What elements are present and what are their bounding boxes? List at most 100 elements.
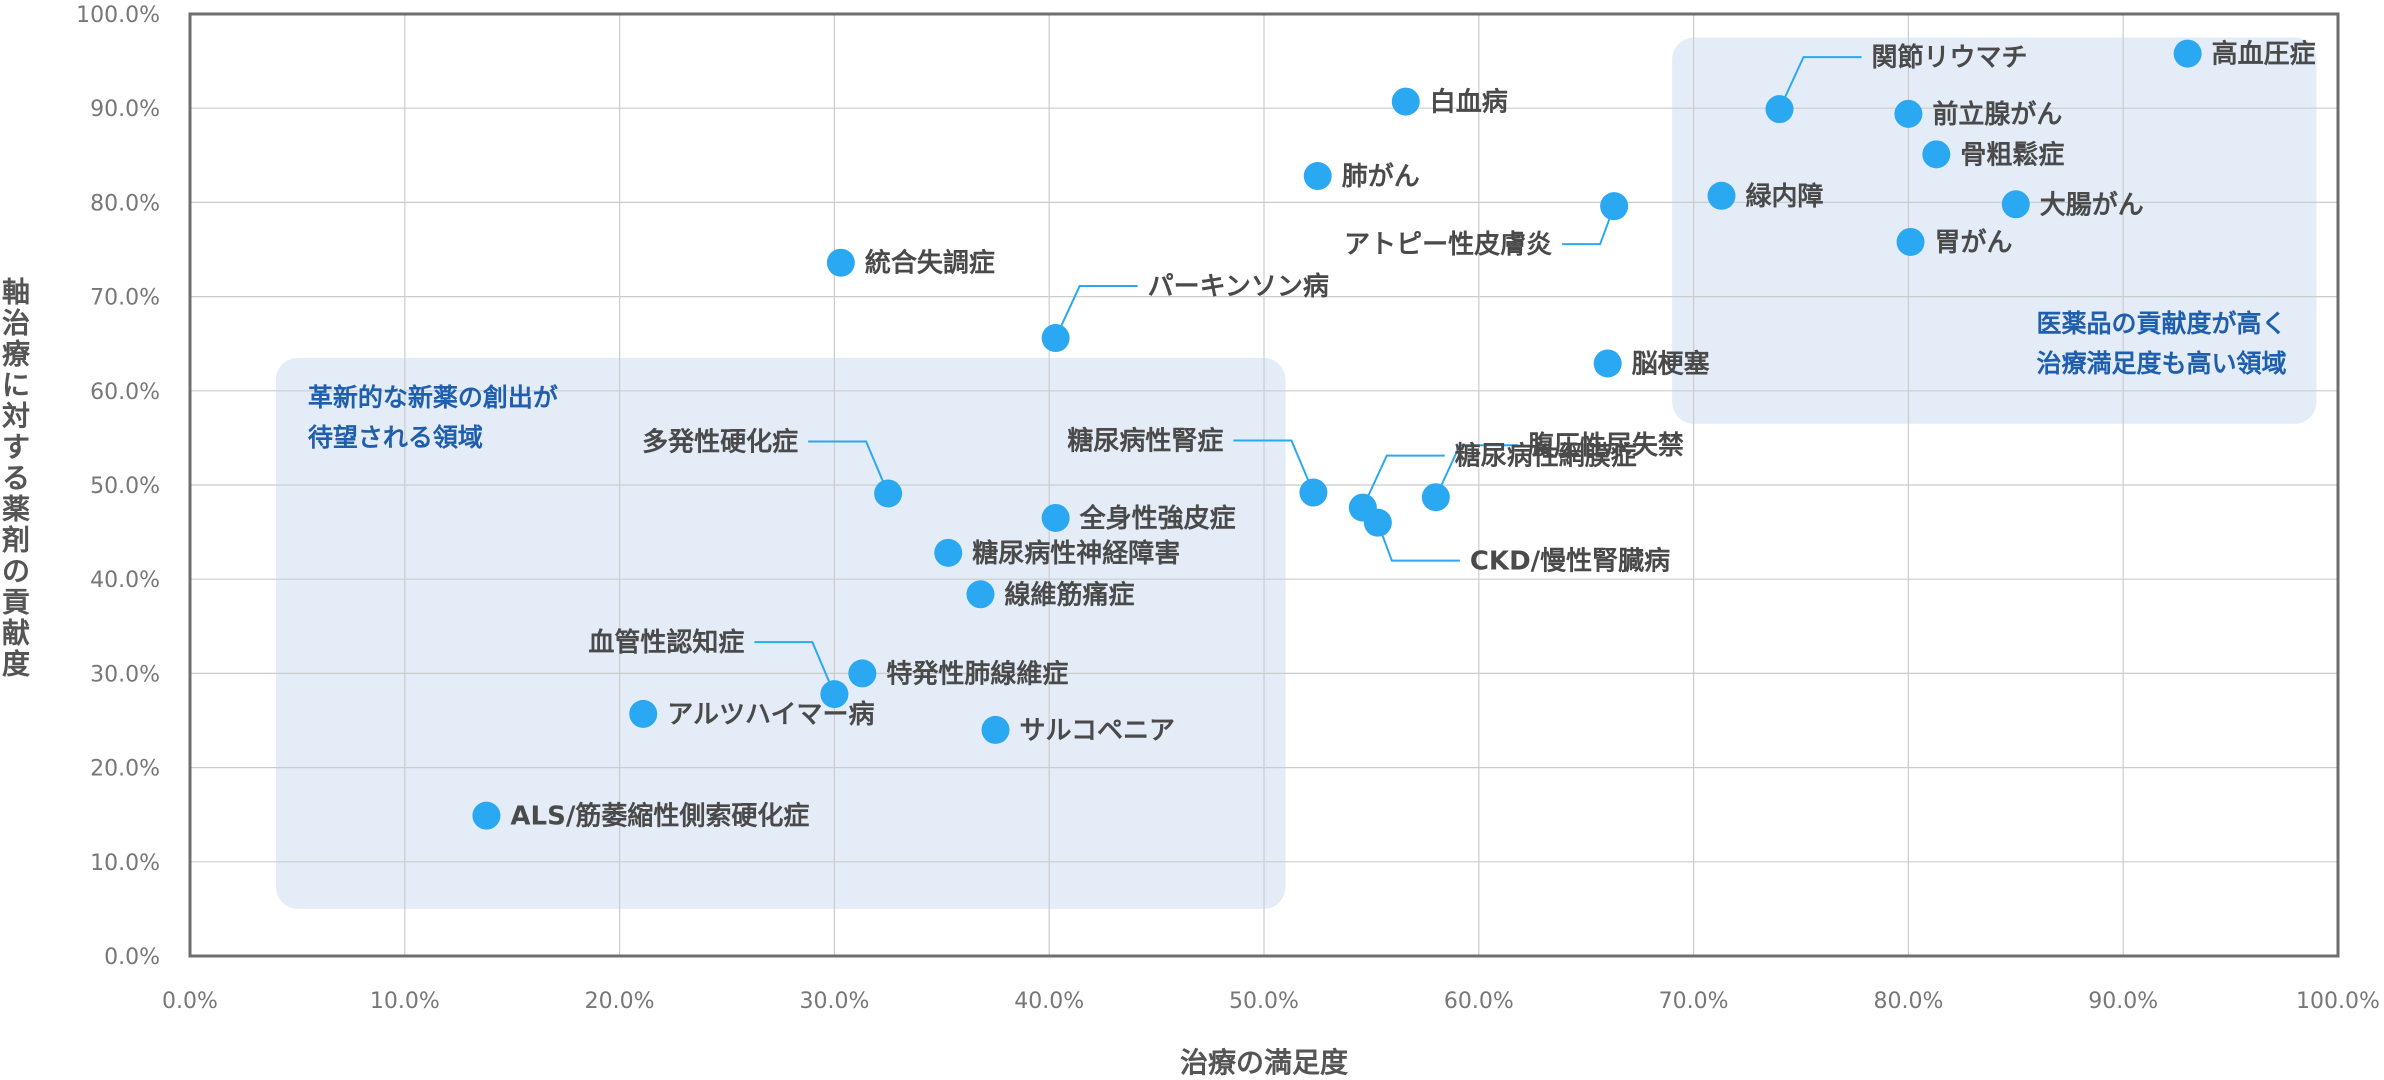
leader-line	[754, 641, 836, 695]
data-label: 糖尿病性神経障害	[972, 538, 1180, 569]
data-label: 白血病	[1430, 87, 1508, 118]
data-label: 脳梗塞	[1631, 348, 1710, 379]
y-tick-label: 40.0%	[90, 568, 160, 593]
y-axis-title-char: す	[2, 431, 30, 464]
region-label: 待望される領域	[308, 423, 483, 452]
y-tick-label: 20.0%	[90, 757, 160, 782]
data-label: CKD/慢性腎臓病	[1470, 547, 1670, 577]
data-point	[1707, 181, 1736, 210]
y-axis-title-char: の	[2, 555, 30, 588]
data-point	[1896, 227, 1925, 256]
data-label: 高血圧症	[2212, 39, 2316, 70]
y-axis-title-char: 献	[2, 617, 30, 650]
data-point	[1894, 99, 1923, 128]
data-point	[1922, 140, 1951, 169]
x-tick-label: 50.0%	[1229, 989, 1299, 1014]
y-axis-title-char: 薬	[2, 493, 30, 526]
data-point	[981, 715, 1010, 744]
data-label: 糖尿病性腎症	[1067, 426, 1223, 457]
y-tick-label: 100.0%	[76, 3, 160, 28]
data-point	[826, 248, 855, 277]
y-axis-title-char: 度	[2, 648, 30, 681]
y-axis-title-char: 療	[2, 338, 31, 371]
data-label: 骨粗鬆症	[1960, 139, 2064, 170]
data-label: ALS/筋萎縮性側索硬化症	[510, 801, 809, 832]
data-label: アトピー性皮膚炎	[1344, 230, 1552, 260]
region-label: 革新的な新薬の創出が	[308, 383, 558, 412]
highlight-regions	[275, 37, 2317, 909]
data-label: 肺がん	[1342, 161, 1420, 192]
data-label: 胃がん	[1935, 227, 2013, 258]
highlight-region	[275, 357, 1286, 909]
tick-labels: 0.0% 10.0% 20.0% 30.0% 40.0% 50.0% 60.0% 70.0% 8…	[76, 3, 2380, 1014]
leader-line	[1434, 444, 1518, 498]
data-point	[1041, 503, 1070, 532]
x-tick-label: 30.0%	[799, 989, 869, 1014]
axes	[188, 12, 2340, 958]
data-label: 糖尿病性網膜症	[1455, 441, 1637, 472]
data-point	[2001, 190, 2030, 219]
plot-frame	[188, 12, 2340, 958]
x-tick-label: 70.0%	[1659, 989, 1729, 1014]
y-tick-label: 0.0%	[104, 945, 160, 970]
data-point	[1391, 87, 1420, 116]
x-tick-label: 20.0%	[585, 989, 655, 1014]
x-tick-label: 0.0%	[162, 989, 218, 1014]
data-point	[2173, 39, 2202, 68]
data-label: 線維筋痛症	[1004, 579, 1134, 610]
data-label: 多発性硬化症	[642, 426, 798, 457]
y-tick-label: 90.0%	[90, 97, 160, 122]
y-axis-title-char: に	[2, 369, 30, 402]
data-label: 血管性認知症	[588, 627, 744, 658]
data-point	[1765, 95, 1794, 124]
x-tick-label: 90.0%	[2088, 989, 2158, 1014]
y-axis-title-char: 貢	[2, 586, 30, 619]
y-tick-label: 30.0%	[90, 662, 160, 687]
x-tick-label: 40.0%	[1014, 989, 1084, 1014]
data-point	[472, 801, 501, 830]
x-tick-label: 100.0%	[2296, 989, 2380, 1014]
data-label: 大腸がん	[2040, 189, 2144, 220]
grid-lines	[190, 14, 2338, 956]
data-points	[472, 39, 2202, 830]
data-point	[966, 580, 995, 609]
leader-line	[808, 440, 890, 494]
y-tick-label: 50.0%	[90, 474, 160, 499]
data-label: 緑内障	[1746, 181, 1824, 212]
x-tick-label: 10.0%	[370, 989, 440, 1014]
data-point	[1600, 192, 1629, 221]
data-point	[1421, 483, 1450, 512]
data-point	[1593, 349, 1622, 378]
y-tick-label: 10.0%	[90, 851, 160, 876]
data-label: 前立腺がん	[1932, 99, 2062, 130]
data-label: 関節リウマチ	[1872, 42, 2028, 73]
data-point	[629, 699, 658, 728]
y-axis-title-char: 対	[2, 400, 30, 433]
y-axis-title-char: 剤	[2, 524, 30, 557]
y-axis-title-char: 治	[2, 307, 30, 340]
y-axis-title-char: る	[2, 462, 30, 495]
data-point	[934, 538, 963, 567]
y-tick-label: 60.0%	[90, 380, 160, 405]
x-tick-label: 80.0%	[1873, 989, 1943, 1014]
leader-line	[1361, 454, 1445, 509]
data-point	[1041, 324, 1070, 353]
x-tick-label: 60.0%	[1444, 989, 1514, 1014]
y-axis-title-char: 軸	[2, 276, 30, 309]
y-axis-title: 軸治療に対する薬剤の貢献度	[2, 276, 31, 681]
leader-line	[1054, 285, 1138, 339]
data-point	[1363, 508, 1392, 537]
data-point	[1299, 478, 1328, 507]
region-label: 治療満足度も高い領域	[2037, 349, 2287, 378]
y-tick-label: 70.0%	[90, 286, 160, 311]
region-label: 医薬品の貢献度が高く	[2037, 309, 2287, 338]
data-point	[874, 479, 903, 508]
data-label: サルコペニア	[1020, 716, 1175, 746]
leader-lines	[754, 56, 1862, 695]
leader-line	[1778, 56, 1862, 110]
data-label: アルツハイマー病	[667, 700, 874, 730]
data-label: 全身性強皮症	[1079, 503, 1236, 534]
